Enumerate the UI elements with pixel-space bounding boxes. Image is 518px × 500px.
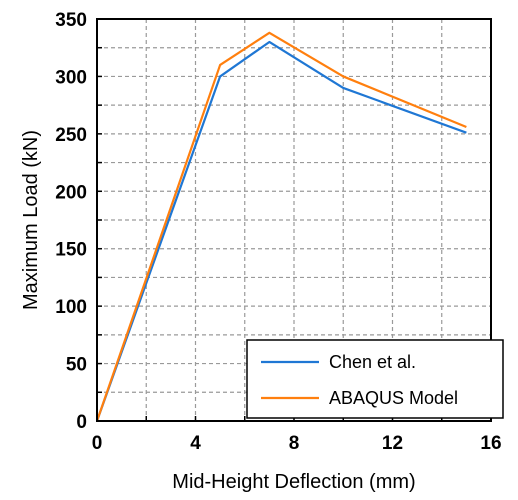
legend-box: [246, 339, 504, 419]
y-tick-label: 50: [66, 355, 87, 376]
grid-layer: [97, 19, 491, 421]
series-line-1: [95, 40, 467, 422]
legend-label-1: Chen et al.: [329, 352, 416, 372]
series-line-2: [95, 31, 467, 422]
y-axis-title: Maximum Load (kN): [20, 130, 42, 310]
x-tick-label: 4: [190, 433, 201, 454]
y-tick-label: 350: [55, 10, 87, 31]
x-tick-label: 12: [382, 433, 403, 454]
legend: Chen et al. ABAQUS Model: [246, 339, 504, 419]
y-tick-label: 250: [55, 125, 87, 146]
y-tick-label: 300: [55, 67, 87, 88]
x-tick-label: 16: [480, 433, 501, 454]
legend-label-2: ABAQUS Model: [329, 388, 458, 408]
y-tick-label: 150: [55, 240, 87, 261]
y-tick-label: 200: [55, 182, 87, 203]
x-tick-label: 0: [92, 433, 103, 454]
legend-items: Chen et al. ABAQUS Model: [261, 352, 458, 408]
x-axis-title: Mid-Height Deflection (mm): [172, 471, 415, 493]
series-layer: [95, 31, 467, 422]
y-tick-label: 100: [55, 297, 87, 318]
x-tick-label: 8: [289, 433, 300, 454]
y-tick-label: 0: [76, 412, 87, 433]
